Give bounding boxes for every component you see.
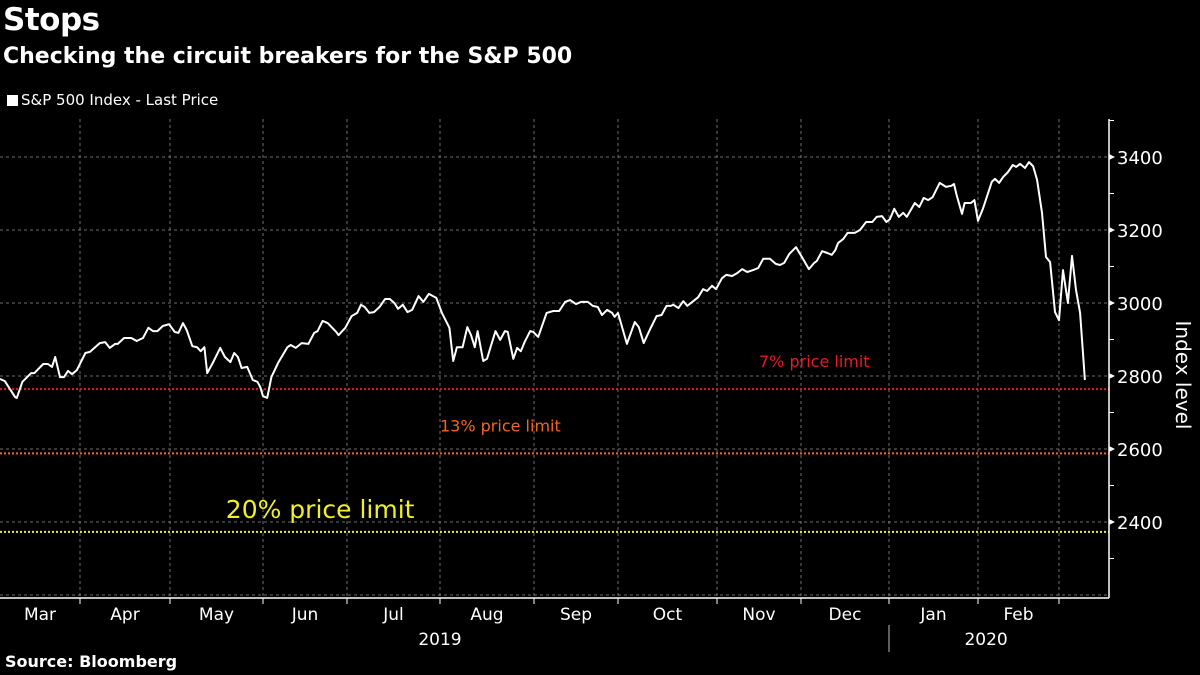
y-major-tick: [1109, 154, 1115, 160]
y-major-tick: [1109, 300, 1115, 306]
x-tick-label: Mar: [24, 605, 56, 625]
legend-label: S&P 500 Index - Last Price: [21, 91, 219, 109]
chart-title: Stops: [3, 2, 100, 38]
y-tick-label: 2600: [1117, 440, 1163, 461]
x-year-label: 2020: [964, 630, 1007, 650]
y-tick-label: 3200: [1117, 221, 1163, 242]
source-note: Source: Bloomberg: [5, 652, 178, 671]
y-tick-label: 2400: [1117, 513, 1163, 534]
x-year-label: 2019: [418, 630, 461, 650]
x-tick-label: Apr: [110, 605, 139, 625]
x-tick-label: May: [199, 605, 234, 625]
grid: [0, 119, 1109, 598]
legend-swatch: [7, 94, 18, 106]
x-tick-label: Aug: [470, 605, 503, 625]
x-tick-label: Jun: [291, 605, 319, 625]
series-line: [0, 161, 1086, 399]
y-major-tick: [1109, 446, 1115, 452]
x-axis: Mar Apr May Jun Jul Aug Sep Oct Nov Dec Jan Feb 2019…: [0, 597, 1109, 652]
reference-line-label: 13% price limit: [440, 416, 561, 435]
x-tick-label: Jul: [382, 605, 404, 625]
chart-subtitle: Checking the circuit breakers for the S&…: [3, 44, 573, 69]
reference-lines: 7% price limit 13% price limit 20% price l…: [0, 352, 1109, 533]
y-tick-label: 2800: [1117, 367, 1163, 388]
x-tick-label: Jan: [919, 605, 946, 625]
x-tick-label: Feb: [1003, 605, 1033, 625]
x-tick-label: Sep: [560, 605, 592, 625]
legend: S&P 500 Index - Last Price: [7, 91, 218, 109]
y-major-tick: [1109, 519, 1115, 525]
y-axis: 2400 2600 2800 3000 3200 3400: [1108, 119, 1163, 598]
series-layer: [0, 161, 1086, 399]
y-tick-label: 3400: [1117, 148, 1163, 169]
x-tick-label: Oct: [653, 605, 683, 625]
y-axis-label: Index level: [1171, 321, 1195, 430]
y-major-tick: [1109, 227, 1115, 233]
x-tick-label: Dec: [829, 605, 862, 625]
y-major-tick: [1109, 373, 1115, 379]
x-tick-label: Nov: [742, 605, 775, 625]
y-tick-label: 3000: [1117, 294, 1163, 315]
reference-line-label: 7% price limit: [759, 352, 870, 371]
reference-line-label: 20% price limit: [226, 495, 415, 524]
